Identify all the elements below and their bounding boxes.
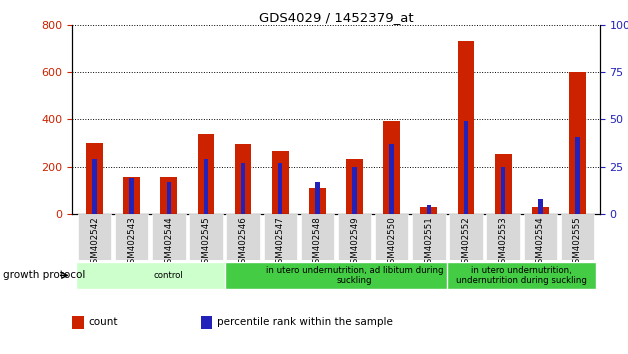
- Bar: [352, 167, 357, 214]
- Bar: [463, 121, 468, 214]
- Bar: [86, 143, 103, 214]
- Bar: [501, 167, 506, 214]
- Text: GSM402550: GSM402550: [387, 216, 396, 269]
- Text: GSM402554: GSM402554: [536, 216, 545, 269]
- Bar: [389, 144, 394, 214]
- Bar: [315, 182, 320, 214]
- Bar: [346, 159, 363, 214]
- FancyBboxPatch shape: [338, 214, 371, 260]
- Bar: [123, 177, 140, 214]
- FancyBboxPatch shape: [264, 214, 297, 260]
- FancyBboxPatch shape: [412, 214, 446, 260]
- Text: GSM402555: GSM402555: [573, 216, 582, 269]
- Bar: [129, 178, 134, 214]
- Bar: [166, 182, 171, 214]
- Bar: [235, 144, 251, 214]
- Bar: [426, 205, 431, 214]
- Bar: [421, 207, 437, 214]
- Bar: [575, 137, 580, 214]
- FancyBboxPatch shape: [152, 214, 185, 260]
- Text: GSM402551: GSM402551: [425, 216, 433, 269]
- FancyBboxPatch shape: [78, 214, 111, 260]
- FancyBboxPatch shape: [487, 214, 520, 260]
- Bar: [458, 41, 474, 214]
- FancyBboxPatch shape: [561, 214, 594, 260]
- Text: GSM402543: GSM402543: [127, 216, 136, 269]
- FancyBboxPatch shape: [225, 262, 485, 289]
- Text: GSM402549: GSM402549: [350, 216, 359, 269]
- FancyBboxPatch shape: [524, 214, 557, 260]
- Bar: [532, 207, 549, 214]
- Text: GSM402542: GSM402542: [90, 216, 99, 269]
- Bar: [309, 188, 326, 214]
- Text: control: control: [154, 271, 183, 280]
- FancyBboxPatch shape: [301, 214, 334, 260]
- Bar: [203, 159, 208, 214]
- Bar: [160, 177, 177, 214]
- Text: GSM402547: GSM402547: [276, 216, 284, 269]
- FancyBboxPatch shape: [189, 214, 223, 260]
- Bar: [198, 134, 214, 214]
- FancyBboxPatch shape: [375, 214, 408, 260]
- Text: GSM402544: GSM402544: [165, 216, 173, 269]
- Text: GSM402553: GSM402553: [499, 216, 507, 269]
- Text: GSM402546: GSM402546: [239, 216, 247, 269]
- Title: GDS4029 / 1452379_at: GDS4029 / 1452379_at: [259, 11, 413, 24]
- FancyBboxPatch shape: [76, 262, 262, 289]
- FancyBboxPatch shape: [449, 214, 483, 260]
- Bar: [569, 72, 586, 214]
- Bar: [92, 159, 97, 214]
- FancyBboxPatch shape: [447, 262, 596, 289]
- Bar: [272, 152, 289, 214]
- Text: in utero undernutrition,
undernutrition during suckling: in utero undernutrition, undernutrition …: [457, 266, 587, 285]
- Text: GSM402548: GSM402548: [313, 216, 322, 269]
- Bar: [495, 154, 512, 214]
- Text: percentile rank within the sample: percentile rank within the sample: [217, 318, 393, 327]
- Bar: [383, 121, 400, 214]
- Text: in utero undernutrition, ad libitum during
suckling: in utero undernutrition, ad libitum duri…: [266, 266, 443, 285]
- Text: GSM402545: GSM402545: [202, 216, 210, 269]
- FancyBboxPatch shape: [115, 214, 148, 260]
- Text: count: count: [89, 318, 118, 327]
- Text: growth protocol: growth protocol: [3, 270, 85, 280]
- Bar: [538, 199, 543, 214]
- Bar: [278, 163, 283, 214]
- Bar: [241, 163, 246, 214]
- FancyBboxPatch shape: [226, 214, 260, 260]
- Text: GSM402552: GSM402552: [462, 216, 470, 269]
